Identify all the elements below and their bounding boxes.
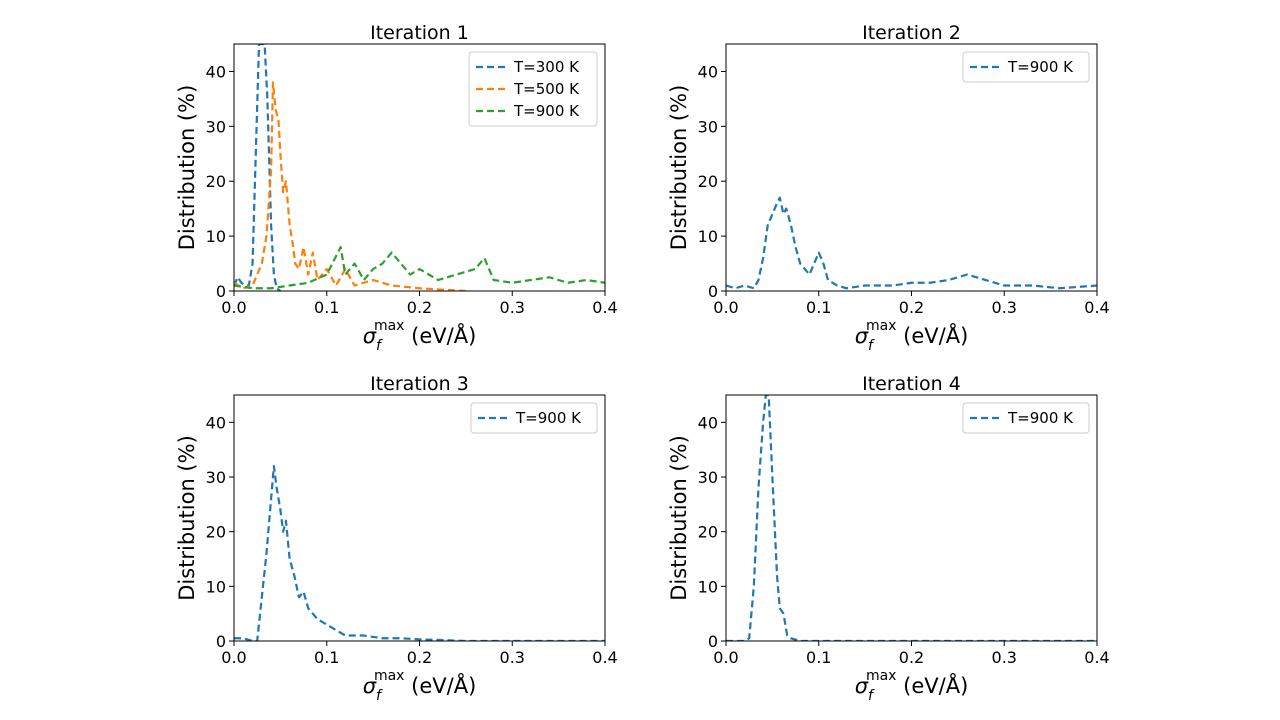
y-tick-label: 20: [206, 172, 226, 191]
y-tick-label: 0: [708, 282, 718, 301]
panel-iteration-3: 0.0 0.1 0.2 0.3 0.4 0 10 20 30 40 Iteration 3 σf max…: [175, 373, 618, 704]
legend: T=900 K: [962, 51, 1090, 83]
legend: T=300 K T=500 K T=900 K: [468, 51, 598, 127]
x-label-sub: f: [868, 338, 875, 354]
y-tick-label: 40: [206, 413, 226, 432]
chart-title: Iteration 2: [862, 22, 961, 44]
legend-label: T=900 K: [515, 409, 582, 427]
x-tick-label: 0.2: [407, 298, 432, 317]
x-label-symbol: σ: [363, 324, 377, 348]
x-label-symbol: σ: [363, 674, 377, 698]
x-label-unit: (eV/Å): [404, 672, 476, 698]
series-line-t-900-k: [726, 395, 1097, 641]
legend-label: T=900 K: [1007, 58, 1074, 76]
y-tick-label: 20: [698, 172, 718, 191]
series-line-t-900-k: [234, 464, 605, 641]
series-line-t-300-k: [234, 44, 282, 291]
y-tick-label: 0: [708, 632, 718, 651]
chart-title: Iteration 3: [370, 373, 469, 395]
series-line-t-500-k: [234, 81, 466, 291]
y-axis-label: Distribution (%): [667, 85, 691, 251]
x-axis-label: σf max (eV/Å): [363, 668, 477, 704]
x-tick-label: 0.4: [1084, 298, 1109, 317]
chart-title: Iteration 1: [370, 22, 469, 44]
x-axis-label: σf max (eV/Å): [855, 318, 969, 354]
y-axis-label: Distribution (%): [175, 85, 199, 251]
panel-iteration-2: 0.0 0.1 0.2 0.3 0.4 0 10 20 30 40 Iteration 2 σf max…: [667, 22, 1110, 354]
x-tick-label: 0.0: [713, 298, 738, 317]
x-label-symbol: σ: [855, 674, 869, 698]
y-tick-label: 20: [698, 523, 718, 542]
legend-label: T=300 K: [513, 58, 580, 76]
x-tick-label: 0.1: [314, 298, 339, 317]
legend-box: [962, 402, 1090, 434]
x-tick-label: 0.2: [899, 298, 924, 317]
y-tick-label: 10: [206, 577, 226, 596]
x-label-sup: max: [866, 318, 897, 334]
x-label-sub: f: [868, 688, 875, 704]
y-axis-label: Distribution (%): [667, 435, 691, 601]
y-tick-label: 20: [206, 523, 226, 542]
legend-box: [962, 51, 1090, 83]
x-tick-label: 0.3: [992, 648, 1017, 667]
x-label-sub: f: [376, 338, 383, 354]
x-axis-label: σf max (eV/Å): [855, 668, 969, 704]
x-tick-label: 0.2: [407, 648, 432, 667]
x-tick-label: 0.3: [992, 298, 1017, 317]
legend-label: T=900 K: [1007, 409, 1074, 427]
y-tick-label: 40: [698, 413, 718, 432]
x-label-symbol: σ: [855, 324, 869, 348]
x-tick-label: 0.4: [592, 648, 617, 667]
y-tick-label: 10: [698, 577, 718, 596]
x-tick-label: 0.2: [899, 648, 924, 667]
series-line-t-900-k: [726, 196, 1097, 290]
legend-box: [470, 402, 598, 434]
y-tick-label: 30: [698, 468, 718, 487]
x-label-sup: max: [866, 668, 897, 684]
y-tick-label: 0: [216, 282, 226, 301]
x-tick-label: 0.4: [1084, 648, 1109, 667]
y-tick-label: 10: [698, 227, 718, 246]
x-label-sub: f: [376, 688, 383, 704]
x-tick-label: 0.0: [221, 648, 246, 667]
y-axis-label: Distribution (%): [175, 435, 199, 601]
x-tick-label: 0.0: [713, 648, 738, 667]
y-tick-label: 30: [206, 117, 226, 136]
x-tick-label: 0.1: [806, 298, 831, 317]
legend: T=900 K: [470, 402, 598, 434]
x-tick-label: 0.4: [592, 298, 617, 317]
panel-iteration-1: 0.0 0.1 0.2 0.3 0.4 0 10 20 30 40 Iteration 1 σf max…: [175, 22, 618, 354]
y-tick-label: 10: [206, 227, 226, 246]
x-label-sup: max: [374, 668, 405, 684]
x-label-unit: (eV/Å): [896, 322, 968, 348]
y-tick-label: 40: [206, 62, 226, 81]
x-tick-label: 0.1: [806, 648, 831, 667]
legend-label: T=900 K: [513, 102, 580, 120]
panel-iteration-4: 0.0 0.1 0.2 0.3 0.4 0 10 20 30 40 Iteration 4 σf max…: [667, 373, 1110, 704]
y-tick-label: 40: [698, 62, 718, 81]
legend: T=900 K: [962, 402, 1090, 434]
legend-label: T=500 K: [513, 80, 580, 98]
x-label-unit: (eV/Å): [896, 672, 968, 698]
x-label-sup: max: [374, 318, 405, 334]
y-tick-label: 30: [206, 468, 226, 487]
y-tick-label: 30: [698, 117, 718, 136]
x-axis-label: σf max (eV/Å): [363, 318, 477, 354]
x-label-unit: (eV/Å): [404, 322, 476, 348]
x-tick-label: 0.1: [314, 648, 339, 667]
x-tick-label: 0.3: [500, 648, 525, 667]
legend-box: [468, 51, 598, 127]
y-tick-label: 0: [216, 632, 226, 651]
chart-title: Iteration 4: [862, 373, 961, 395]
x-tick-label: 0.0: [221, 298, 246, 317]
x-tick-label: 0.3: [500, 298, 525, 317]
series-line-t-900-k: [234, 245, 605, 290]
